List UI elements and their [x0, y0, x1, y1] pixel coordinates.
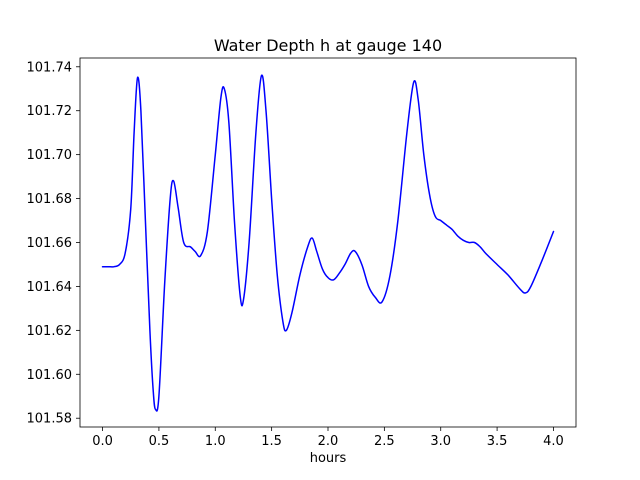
x-tick-label: 0.5 [149, 434, 170, 449]
x-tick-label: 3.5 [487, 434, 508, 449]
x-tick-label: 0.0 [92, 434, 113, 449]
y-tick-label: 101.64 [27, 280, 73, 295]
x-tick-label: 4.0 [543, 434, 564, 449]
x-tick-label: 2.0 [318, 434, 339, 449]
y-tick-label: 101.66 [27, 236, 73, 251]
plot-frame [79, 57, 577, 428]
y-tick-label: 101.74 [27, 60, 73, 75]
y-tick-label: 101.72 [27, 104, 73, 119]
x-tick-label: 1.5 [261, 434, 282, 449]
y-tick-label: 101.58 [27, 412, 73, 427]
data-line [101, 74, 555, 412]
y-tick-label: 101.68 [27, 192, 73, 207]
x-tick-label: 3.0 [430, 434, 451, 449]
x-tick-label: 1.0 [205, 434, 226, 449]
x-axis-label: hours [309, 451, 347, 466]
chart-title: Water Depth h at gauge 140 [213, 36, 443, 55]
y-tick-label: 101.70 [27, 148, 73, 163]
y-tick-label: 101.60 [27, 368, 73, 383]
y-tick-label: 101.62 [27, 324, 73, 339]
x-tick-label: 2.5 [374, 434, 395, 449]
